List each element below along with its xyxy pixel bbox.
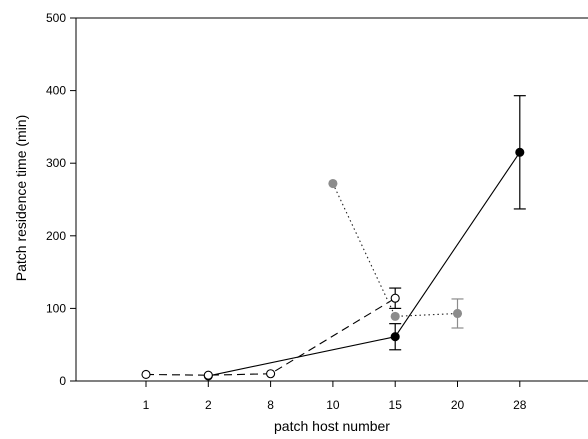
x-tick-label: 20 [451, 398, 465, 412]
y-tick-label: 0 [59, 374, 66, 388]
data-point [203, 370, 213, 380]
y-tick-label: 300 [46, 156, 66, 170]
y-tick-label: 100 [46, 301, 66, 315]
data-point [328, 178, 338, 189]
data-point [515, 147, 525, 157]
data-point [141, 369, 151, 380]
series-layer [141, 95, 526, 381]
x-tick-label: 1 [143, 398, 150, 412]
x-tick-label: 10 [326, 398, 340, 412]
series-3 [328, 178, 464, 329]
series-line [145, 297, 396, 376]
data-point [390, 311, 400, 321]
y-axis-label: Patch residence time (min) [13, 115, 29, 282]
data-point [390, 293, 400, 303]
data-point [266, 369, 276, 379]
x-tick-label: 2 [205, 398, 212, 412]
x-tick-label: 15 [389, 398, 403, 412]
x-tick-label: 8 [267, 398, 274, 412]
x-axis-label: patch host number [274, 418, 390, 434]
y-tick-label: 200 [46, 229, 66, 243]
series-1 [203, 95, 526, 381]
data-point [390, 332, 400, 342]
y-tick-label: 500 [46, 11, 66, 25]
y-tick-label: 400 [46, 84, 66, 98]
series-line [208, 152, 521, 377]
data-point [452, 308, 463, 319]
series-2 [141, 287, 402, 380]
x-tick-label: 28 [513, 398, 527, 412]
